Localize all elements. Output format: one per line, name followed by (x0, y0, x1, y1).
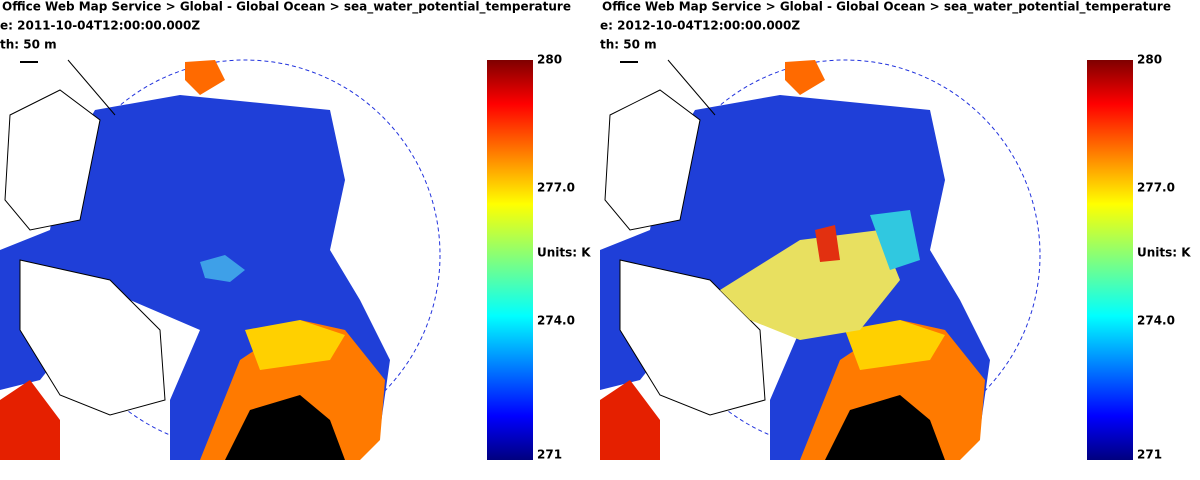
header-service: Office Web Map Service > Global - Global… (2, 0, 571, 15)
colorbar (1087, 60, 1133, 460)
colorbar-label: 271 (537, 448, 562, 462)
map-panel: Office Web Map Service > Global - Global… (600, 0, 1191, 462)
warm-water (815, 225, 840, 262)
warm-water (870, 210, 920, 270)
colorbar-label: Units: K (537, 246, 591, 260)
header-service: Office Web Map Service > Global - Global… (602, 0, 1171, 15)
colorbar-label: Units: K (1137, 246, 1191, 260)
pointer-line (667, 59, 716, 116)
colorbar-label: 277.0 (1137, 181, 1175, 195)
land (604, 89, 701, 231)
warm-water (185, 60, 225, 95)
colorbar-label: 274.0 (1137, 314, 1175, 328)
land (4, 89, 101, 231)
header-depth: th: 50 m (0, 38, 57, 52)
colorbar-label: 274.0 (537, 314, 575, 328)
colorbar-label: 271 (1137, 448, 1162, 462)
colorbar-label: 277.0 (537, 181, 575, 195)
warm-water (845, 320, 945, 370)
cool-water (200, 255, 245, 282)
colorbar-label: 280 (537, 53, 562, 67)
pointer-line (67, 59, 116, 116)
land-mask (825, 395, 945, 460)
header-time: e: 2012-10-04T12:00:00.000Z (600, 19, 800, 33)
colorbar-label: 280 (1137, 53, 1162, 67)
header-depth: th: 50 m (600, 38, 657, 52)
warm-water (245, 320, 345, 370)
warm-water (600, 380, 660, 460)
land (19, 259, 166, 416)
land-mask (225, 395, 345, 460)
warm-water (720, 230, 900, 340)
colorbar (487, 60, 533, 460)
map-panel: Office Web Map Service > Global - Global… (0, 0, 591, 462)
warm-water (0, 380, 60, 460)
header-time: e: 2011-10-04T12:00:00.000Z (0, 19, 200, 33)
warm-water (785, 60, 825, 95)
